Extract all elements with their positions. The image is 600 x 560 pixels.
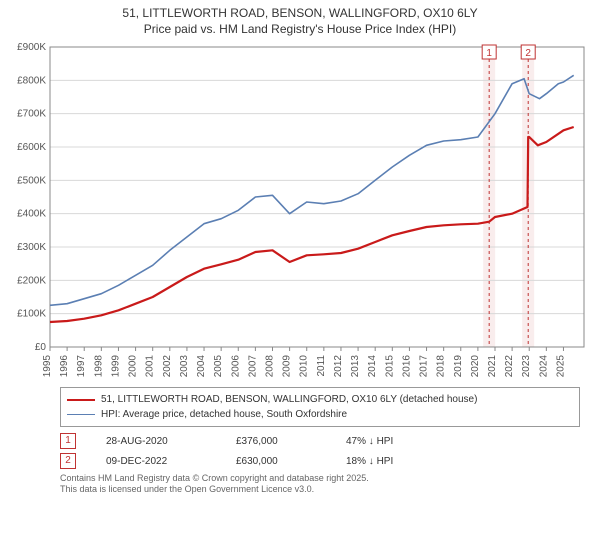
svg-text:2006: 2006 bbox=[230, 355, 241, 378]
legend-item-hpi: HPI: Average price, detached house, Sout… bbox=[67, 407, 573, 422]
chart-title: 51, LITTLEWORTH ROAD, BENSON, WALLINGFOR… bbox=[0, 0, 600, 37]
svg-text:2000: 2000 bbox=[128, 355, 139, 378]
svg-text:2023: 2023 bbox=[521, 355, 532, 378]
chart-area: £0 £100K £200K £300K £400K £500K £600K £700K £80… bbox=[8, 41, 592, 381]
svg-text:2013: 2013 bbox=[350, 355, 361, 378]
line-chart-svg: £0 £100K £200K £300K £400K £500K £600K £700K £80… bbox=[8, 41, 592, 381]
marker-price: £376,000 bbox=[236, 436, 316, 447]
svg-text:2005: 2005 bbox=[213, 355, 224, 378]
footer-attribution: Contains HM Land Registry data © Crown c… bbox=[60, 473, 580, 495]
svg-text:£200K: £200K bbox=[17, 276, 46, 287]
legend-item-price-paid: 51, LITTLEWORTH ROAD, BENSON, WALLINGFOR… bbox=[67, 392, 573, 407]
marker-hpi: 18% ↓ HPI bbox=[346, 456, 446, 467]
legend-swatch-price-paid bbox=[67, 399, 95, 401]
svg-text:£800K: £800K bbox=[17, 76, 46, 87]
svg-text:2003: 2003 bbox=[179, 355, 190, 378]
svg-text:1999: 1999 bbox=[110, 355, 121, 378]
svg-text:£300K: £300K bbox=[17, 242, 46, 253]
svg-text:2019: 2019 bbox=[453, 355, 464, 378]
footer-line: This data is licensed under the Open Gov… bbox=[60, 484, 580, 495]
svg-text:2001: 2001 bbox=[145, 355, 156, 378]
svg-text:2025: 2025 bbox=[555, 355, 566, 378]
svg-text:1995: 1995 bbox=[42, 355, 53, 378]
svg-text:1997: 1997 bbox=[76, 355, 87, 378]
svg-text:2007: 2007 bbox=[247, 355, 258, 378]
legend: 51, LITTLEWORTH ROAD, BENSON, WALLINGFOR… bbox=[60, 387, 580, 427]
marker-row: 2 09-DEC-2022 £630,000 18% ↓ HPI bbox=[60, 453, 580, 469]
svg-text:2015: 2015 bbox=[384, 355, 395, 378]
marker-row: 1 28-AUG-2020 £376,000 47% ↓ HPI bbox=[60, 433, 580, 449]
title-line1: 51, LITTLEWORTH ROAD, BENSON, WALLINGFOR… bbox=[0, 6, 600, 22]
svg-text:2004: 2004 bbox=[196, 355, 207, 378]
svg-text:2010: 2010 bbox=[299, 355, 310, 378]
marker-hpi: 47% ↓ HPI bbox=[346, 436, 446, 447]
svg-text:2014: 2014 bbox=[367, 355, 378, 378]
legend-label: 51, LITTLEWORTH ROAD, BENSON, WALLINGFOR… bbox=[101, 392, 477, 407]
svg-text:1996: 1996 bbox=[59, 355, 70, 378]
svg-text:£500K: £500K bbox=[17, 176, 46, 187]
svg-text:2012: 2012 bbox=[333, 355, 344, 378]
marker-table: 1 28-AUG-2020 £376,000 47% ↓ HPI 2 09-DE… bbox=[60, 433, 580, 469]
svg-text:2: 2 bbox=[525, 48, 531, 59]
svg-text:2021: 2021 bbox=[487, 355, 498, 378]
svg-text:2024: 2024 bbox=[538, 355, 549, 378]
marker-price: £630,000 bbox=[236, 456, 316, 467]
svg-text:£100K: £100K bbox=[17, 309, 46, 320]
title-line2: Price paid vs. HM Land Registry's House … bbox=[0, 22, 600, 38]
footer-line: Contains HM Land Registry data © Crown c… bbox=[60, 473, 580, 484]
svg-text:£900K: £900K bbox=[17, 42, 46, 53]
svg-text:2016: 2016 bbox=[401, 355, 412, 378]
svg-text:2011: 2011 bbox=[316, 355, 327, 377]
svg-text:2022: 2022 bbox=[504, 355, 515, 378]
svg-text:£400K: £400K bbox=[17, 209, 46, 220]
marker-date: 09-DEC-2022 bbox=[106, 456, 206, 467]
svg-text:2018: 2018 bbox=[436, 355, 447, 378]
marker-date: 28-AUG-2020 bbox=[106, 436, 206, 447]
svg-text:1998: 1998 bbox=[93, 355, 104, 378]
svg-text:2008: 2008 bbox=[265, 355, 276, 378]
marker-badge: 1 bbox=[60, 433, 76, 449]
marker-badge: 2 bbox=[60, 453, 76, 469]
svg-text:1: 1 bbox=[486, 48, 492, 59]
svg-text:2002: 2002 bbox=[162, 355, 173, 378]
legend-swatch-hpi bbox=[67, 414, 95, 415]
svg-text:£600K: £600K bbox=[17, 142, 46, 153]
svg-text:2017: 2017 bbox=[419, 355, 430, 378]
svg-text:2009: 2009 bbox=[282, 355, 293, 378]
svg-text:£700K: £700K bbox=[17, 109, 46, 120]
legend-label: HPI: Average price, detached house, Sout… bbox=[101, 407, 347, 422]
svg-text:2020: 2020 bbox=[470, 355, 481, 378]
svg-text:£0: £0 bbox=[35, 342, 47, 353]
